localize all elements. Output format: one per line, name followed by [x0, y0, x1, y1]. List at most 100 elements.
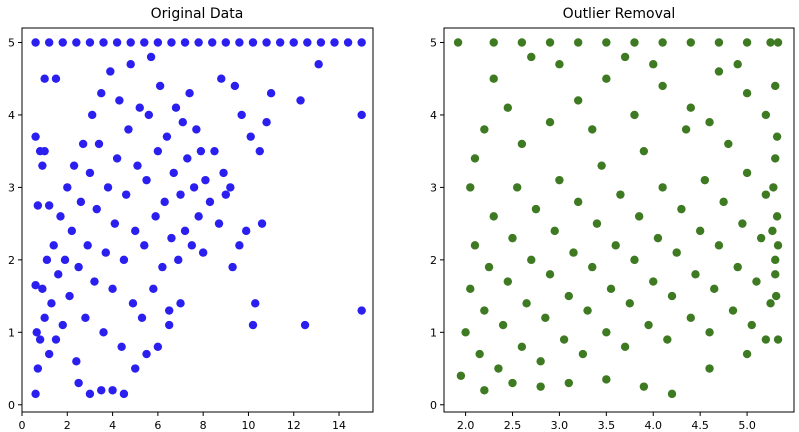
data-point: [131, 364, 140, 373]
data-point: [508, 378, 517, 388]
data-point: [357, 306, 366, 315]
data-point: [128, 299, 138, 308]
data-point: [149, 284, 158, 294]
data-point: [63, 183, 72, 192]
data-point: [155, 81, 165, 91]
y-tick-label: 3: [8, 181, 15, 194]
data-point: [101, 248, 110, 257]
data-point: [597, 161, 606, 170]
data-point: [742, 38, 752, 47]
data-point: [658, 81, 667, 91]
x-tick-label: 4.0: [644, 419, 662, 432]
data-point: [187, 241, 197, 250]
data-point: [733, 60, 742, 69]
data-point: [92, 204, 101, 214]
data-point: [658, 183, 667, 192]
data-point: [169, 168, 178, 178]
data-point: [99, 38, 108, 47]
data-point: [112, 38, 122, 47]
data-point: [466, 284, 475, 294]
data-point: [81, 313, 90, 323]
data-point: [167, 233, 176, 243]
data-point: [644, 320, 653, 330]
data-point: [210, 146, 219, 156]
data-point: [217, 74, 226, 83]
data-point: [686, 313, 695, 323]
data-point: [221, 190, 231, 199]
data-point: [110, 219, 120, 228]
data-point: [573, 38, 583, 47]
data-point: [536, 357, 545, 366]
data-point: [153, 146, 163, 156]
data-point: [602, 38, 611, 47]
data-point: [769, 183, 778, 192]
data-point: [752, 277, 761, 286]
data-point: [219, 168, 228, 178]
data-point: [38, 284, 47, 294]
data-point: [747, 320, 756, 330]
data-point: [630, 38, 639, 47]
data-point: [658, 38, 667, 47]
data-point: [158, 262, 167, 272]
data-point: [771, 255, 780, 265]
data-point: [31, 132, 40, 141]
data-point: [126, 38, 135, 47]
data-point: [602, 375, 611, 384]
data-point: [592, 219, 602, 228]
data-point: [201, 175, 210, 185]
data-point: [768, 226, 777, 236]
data-point: [257, 219, 267, 228]
data-point: [724, 139, 733, 149]
data-point: [72, 357, 81, 366]
data-point: [606, 284, 616, 294]
chart-title: Original Data: [151, 6, 244, 22]
data-point: [117, 342, 126, 351]
x-tick-label: 10: [241, 419, 255, 432]
data-point: [237, 110, 246, 120]
data-point: [620, 52, 630, 62]
data-point: [196, 146, 206, 156]
data-point: [74, 262, 83, 272]
data-point: [550, 226, 559, 236]
data-point: [51, 74, 61, 83]
data-point: [42, 255, 52, 265]
data-point: [742, 89, 752, 98]
plot-frame: [443, 27, 795, 413]
data-point: [653, 233, 663, 243]
x-tick-label: 2.5: [504, 419, 522, 432]
data-point: [178, 117, 187, 127]
y-tick-label: 2: [8, 254, 15, 267]
data-point: [686, 103, 695, 112]
y-tick-label: 3: [430, 181, 437, 194]
data-point: [773, 38, 783, 47]
data-point: [60, 255, 70, 265]
data-point: [162, 132, 172, 141]
data-point: [140, 38, 149, 47]
data-point: [35, 335, 45, 344]
data-point: [85, 389, 95, 399]
data-point: [772, 212, 782, 221]
data-point: [602, 74, 611, 83]
data-point: [146, 52, 156, 62]
data-point: [772, 132, 782, 141]
data-point: [470, 241, 480, 250]
data-point: [235, 38, 244, 47]
data-point: [695, 226, 705, 236]
data-point: [663, 335, 672, 344]
data-point: [314, 60, 323, 69]
data-point: [616, 190, 625, 199]
data-point: [691, 270, 700, 279]
data-point: [508, 233, 517, 243]
data-point: [634, 212, 644, 221]
data-point: [536, 382, 545, 391]
data-point: [142, 175, 151, 185]
data-point: [44, 349, 54, 359]
data-point: [357, 38, 366, 47]
data-point: [555, 60, 564, 69]
data-point: [44, 38, 54, 47]
data-point: [456, 371, 466, 380]
x-tick-label: 5.0: [738, 419, 756, 432]
data-point: [133, 161, 142, 170]
